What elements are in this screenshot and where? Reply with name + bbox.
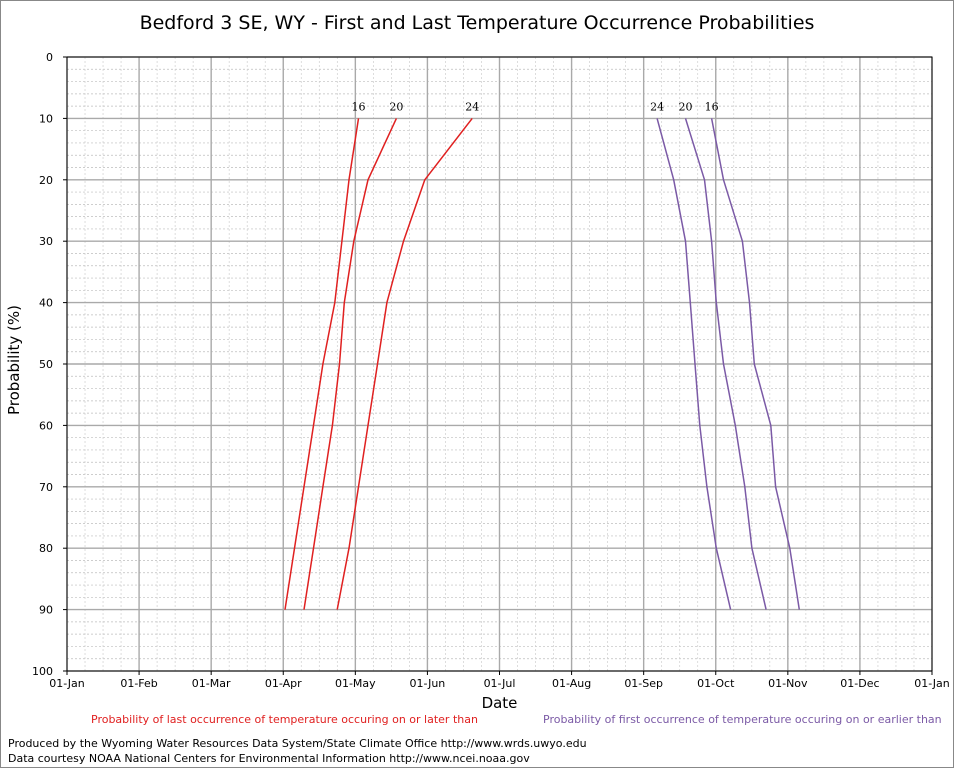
y-tick-label: 60 <box>39 419 53 432</box>
credit-producer: Produced by the Wyoming Water Resources … <box>8 737 587 750</box>
x-tick-label: 01-Mar <box>192 677 231 690</box>
series-line-last-16 <box>284 118 360 610</box>
y-tick-label: 90 <box>39 604 53 617</box>
x-tick-label: 01-Jun <box>410 677 446 690</box>
y-tick-labels: 0 10 20 30 40 50 60 70 80 90 100 <box>32 51 67 678</box>
series-line-first-24 <box>656 118 732 610</box>
x-tick-label: 01-Sep <box>624 677 663 690</box>
legend-first-occurrence: Probability of first occurrence of tempe… <box>543 713 942 726</box>
series-label-first-24: 24 <box>650 100 664 113</box>
series-line-last-20 <box>303 118 398 610</box>
x-tick-label: 01-Jan <box>914 677 950 690</box>
series-label-first-16: 16 <box>705 100 719 113</box>
series-label-last-16: 16 <box>351 100 365 113</box>
x-axis-label: Date <box>482 694 518 712</box>
series-labels: 16 20 24 24 20 16 <box>351 100 718 113</box>
x-tick-label: 01-Jan <box>49 677 85 690</box>
series-label-first-20: 20 <box>679 100 693 113</box>
y-tick-label: 40 <box>39 297 53 310</box>
series-line-last-24 <box>336 117 473 610</box>
y-tick-label: 20 <box>39 174 53 187</box>
series-line-first-16 <box>710 118 801 610</box>
x-tick-label: 01-Feb <box>120 677 157 690</box>
series-label-last-24: 24 <box>465 100 479 113</box>
series-label-last-20: 20 <box>389 100 403 113</box>
x-tick-label: 01-Oct <box>697 677 735 690</box>
x-tick-label: 01-Aug <box>552 677 591 690</box>
x-tick-labels: 01-Jan 01-Feb 01-Mar 01-Apr 01-May 01-Jun 01-J… <box>49 671 950 690</box>
y-tick-label: 100 <box>32 665 53 678</box>
y-tick-label: 30 <box>39 235 53 248</box>
chart-title: Bedford 3 SE, WY - First and Last Temper… <box>139 12 815 34</box>
y-tick-label: 50 <box>39 358 53 371</box>
y-axis-label: Probability (%) <box>5 305 23 415</box>
y-tick-label: 0 <box>46 51 53 64</box>
x-tick-label: 01-Jul <box>484 677 516 690</box>
series-lines <box>284 117 801 610</box>
x-tick-label: 01-Apr <box>265 677 302 690</box>
legend-last-occurrence: Probability of last occurrence of temper… <box>91 713 478 726</box>
series-line-first-20 <box>684 118 767 610</box>
x-tick-label: 01-Dec <box>840 677 879 690</box>
y-tick-label: 10 <box>39 112 53 125</box>
x-tick-label: 01-May <box>335 677 376 690</box>
y-tick-label: 70 <box>39 481 53 494</box>
credit-data-source: Data courtesy NOAA National Centers for … <box>8 752 530 765</box>
y-tick-label: 80 <box>39 542 53 555</box>
x-tick-label: 01-Nov <box>768 677 808 690</box>
